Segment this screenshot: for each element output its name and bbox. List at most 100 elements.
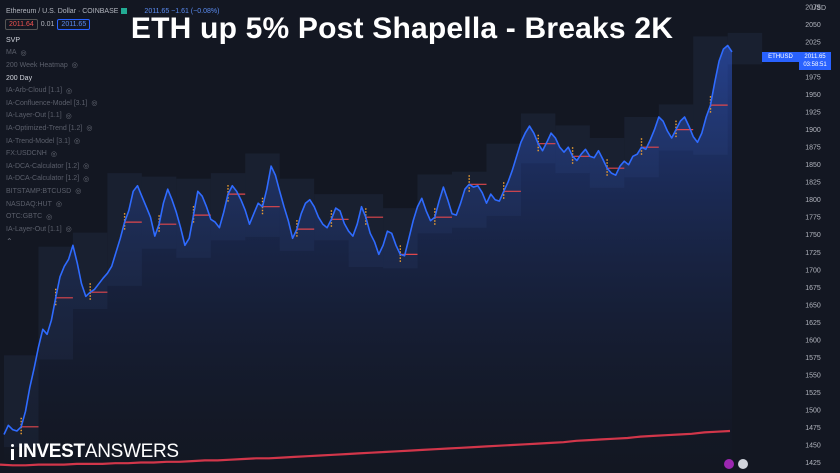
indicator-item[interactable]: 200 Week Heatmap ◎ — [6, 59, 97, 72]
y-tick-label: 1550 — [805, 372, 821, 379]
last-price-value: 2011.65 — [804, 54, 826, 60]
indicator-item[interactable]: IA-Optimized-Trend [1.2] ◎ — [6, 122, 97, 135]
y-tick-label: 1675 — [805, 285, 821, 292]
corner-icons — [724, 459, 748, 469]
y-tick-label: 1425 — [805, 460, 821, 467]
indicator-label: IA-Layer-Out [1.1] — [6, 225, 62, 233]
spread-value: 0.01 — [40, 21, 55, 28]
eye-icon[interactable]: ◎ — [73, 138, 81, 146]
indicator-label: OTC:GBTC — [6, 213, 43, 221]
y-tick-label: 1875 — [805, 145, 821, 152]
y-tick-label: 1625 — [805, 320, 821, 327]
y-tick-label: 1525 — [805, 390, 821, 397]
volume-profile-block — [727, 32, 763, 65]
indicator-item[interactable]: NASDAQ:HUT ◎ — [6, 198, 97, 211]
indicator-label: IA-DCA-Calculator [1.2] — [6, 162, 80, 170]
indicator-item[interactable]: OTC:GBTC ◎ — [6, 210, 97, 223]
level-markers — [20, 96, 728, 436]
y-tick-label: 1450 — [805, 443, 821, 450]
indicator-item[interactable]: MA ◎ — [6, 47, 97, 60]
live-flag-icon — [121, 8, 128, 14]
eye-icon[interactable]: ◎ — [71, 62, 78, 70]
y-tick-label: 1925 — [805, 110, 821, 117]
indicator-label: IA-Confluence-Model [3.1] — [6, 99, 88, 107]
bar-countdown: 03:58:51 — [803, 62, 827, 68]
eye-icon[interactable]: ◎ — [66, 87, 73, 95]
eye-icon[interactable]: ◎ — [83, 175, 90, 183]
brand-mark-icon — [9, 444, 16, 460]
eye-icon[interactable]: ◎ — [46, 213, 53, 221]
indicator-label: MA — [6, 49, 17, 57]
currency-unit-selector[interactable]: USD — [811, 5, 826, 12]
indicator-label: NASDAQ:HUT — [6, 200, 52, 208]
y-tick-label: 1775 — [805, 215, 821, 222]
eye-icon[interactable]: ◎ — [20, 49, 27, 57]
indicator-item[interactable]: BITSTAMP:BTCUSD ◎ — [6, 185, 97, 198]
eye-icon[interactable]: ◎ — [65, 112, 72, 120]
brand-bold: INVEST — [18, 441, 85, 462]
headline-title: ETH up 5% Post Shapella - Breaks 2K — [130, 12, 674, 45]
eye-icon[interactable]: ◎ — [86, 125, 93, 133]
eye-icon[interactable]: ◎ — [75, 188, 82, 196]
indicator-item[interactable]: SVP — [6, 34, 97, 47]
indicator-item[interactable]: IA-Confluence-Model [3.1] ◎ — [6, 97, 97, 110]
collapse-chevron-icon[interactable]: ⌃ — [6, 237, 13, 247]
eye-icon[interactable]: ◎ — [91, 100, 98, 108]
y-axis: 2075205020252000197519501925190018751850… — [805, 5, 821, 468]
indicator-label: SVP — [6, 36, 21, 44]
eye-icon[interactable]: ◎ — [83, 163, 90, 171]
indicator-label: FX:USDCNH — [6, 150, 47, 158]
indicator-item[interactable]: IA-Arb-Cloud [1.1] ◎ — [6, 84, 97, 97]
indicator-item[interactable]: 200 Day — [6, 72, 97, 85]
y-tick-label: 1600 — [805, 337, 821, 344]
lightning-icon[interactable] — [724, 459, 734, 469]
y-tick-label: 1850 — [805, 162, 821, 169]
indicator-label: IA-Trend-Model [3.1] — [6, 137, 70, 145]
y-tick-label: 1500 — [805, 407, 821, 414]
indicator-label: BITSTAMP:BTCUSD — [6, 187, 72, 195]
y-tick-label: 1650 — [805, 302, 821, 309]
eye-icon[interactable]: ◎ — [50, 150, 57, 158]
y-tick-label: 1800 — [805, 197, 821, 204]
indicator-item[interactable]: IA-DCA-Calculator [1.2] ◎ — [6, 160, 97, 173]
eth-price-line — [3, 44, 733, 435]
indicator-legend: SVP MA ◎ 200 Week Heatmap ◎ 200 Day IA-Arb-Clo… — [6, 34, 97, 248]
y-tick-label: 1975 — [805, 75, 821, 82]
sell-button[interactable]: 2011.64 — [5, 19, 38, 30]
y-tick-label: 1475 — [805, 425, 821, 432]
y-tick-label: 1900 — [805, 127, 821, 134]
indicator-item[interactable]: IA-Trend-Model [3.1] ◎ — [6, 135, 97, 148]
brand-thin: ANSWERS — [84, 441, 179, 462]
y-tick-label: 1725 — [805, 250, 821, 257]
indicator-item[interactable]: IA-DCA-Calculator [1.2] ◎ — [6, 173, 97, 186]
ohlc-readout: 2011.65 −1.61 (−0.08%) — [144, 7, 220, 15]
y-tick-label: 2025 — [805, 40, 821, 47]
buy-button[interactable]: 2011.65 — [57, 19, 91, 30]
indicator-label: IA-Optimized-Trend [1.2] — [6, 124, 83, 132]
indicator-label: 200 Week Heatmap — [6, 61, 68, 69]
price-area-fill — [4, 45, 732, 473]
indicator-item[interactable]: IA-Layer-Out [1.1] ◎ — [6, 110, 97, 123]
indicator-label: IA-Layer-Out [1.1] — [6, 112, 62, 120]
y-tick-label: 2050 — [805, 22, 821, 29]
y-tick-label: 1750 — [805, 232, 821, 239]
indicator-label: 200 Day — [6, 74, 33, 82]
symbol-header[interactable]: Ethereum / U.S. Dollar · COINBASE 2011.6… — [6, 5, 219, 17]
ticker-tag: ETHUSD — [762, 52, 799, 62]
indicator-label: IA-DCA-Calculator [1.2] — [6, 175, 80, 183]
ma-200-day-line — [0, 429, 731, 467]
indicator-item[interactable]: IA-Layer-Out [1.1] ◎ — [6, 223, 97, 236]
y-tick-label: 1825 — [805, 180, 821, 187]
symbol-title: Ethereum / U.S. Dollar · COINBASE — [6, 7, 119, 15]
y-tick-label: 1700 — [805, 267, 821, 274]
last-price-tag: 2011.65 03:58:51 — [799, 52, 831, 70]
indicator-item[interactable]: FX:USDCNH ◎ — [6, 147, 97, 160]
y-tick-label: 1950 — [805, 92, 821, 99]
eye-icon[interactable]: ◎ — [65, 226, 72, 234]
y-tick-label: 1575 — [805, 355, 821, 362]
eye-icon[interactable]: ◎ — [55, 201, 63, 209]
brand-logo: INVEST ANSWERS — [9, 441, 179, 463]
flag-icon[interactable] — [738, 459, 748, 469]
trade-buttons: 2011.64 0.01 2011.65 — [5, 19, 91, 30]
